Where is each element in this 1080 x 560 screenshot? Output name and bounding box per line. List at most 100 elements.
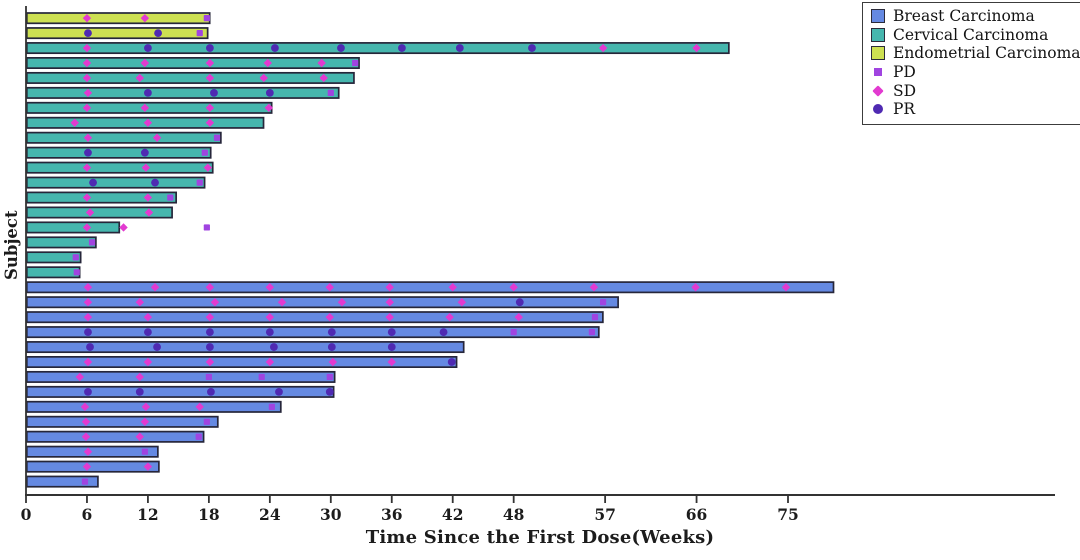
sd-marker xyxy=(205,312,215,322)
swimmer-bar-16 xyxy=(25,236,97,249)
pr-marker xyxy=(144,44,152,52)
pd-marker xyxy=(81,478,89,485)
pr-marker xyxy=(84,148,92,157)
pd-marker xyxy=(352,59,359,67)
swimmer-bar-28 xyxy=(25,415,219,428)
sd-marker xyxy=(328,357,338,367)
pd-marker xyxy=(588,329,596,336)
swimmer-bar-17 xyxy=(25,251,82,264)
sd-marker xyxy=(83,283,93,292)
sd-marker xyxy=(319,73,328,83)
pr-marker xyxy=(84,328,92,336)
sd-marker xyxy=(82,58,92,68)
sd-marker xyxy=(81,417,91,426)
pd-marker xyxy=(195,433,202,440)
sd-marker xyxy=(135,298,144,307)
x-tick-label: 57 xyxy=(594,505,616,524)
sd-marker xyxy=(509,283,518,292)
sd-marker xyxy=(82,462,92,471)
pd-marker xyxy=(599,299,607,306)
sd-marker xyxy=(210,298,220,307)
pr-marker xyxy=(153,343,161,351)
swimmer-bar-2 xyxy=(25,27,209,40)
pr-marker xyxy=(528,44,536,52)
swimmer-bar-1 xyxy=(25,12,211,25)
legend-item-endometrial: Endometrial Carcinoma xyxy=(871,44,1080,63)
pd-marker xyxy=(326,373,333,381)
sd-marker xyxy=(143,118,153,127)
pr-marker xyxy=(337,44,345,52)
sd-marker xyxy=(385,298,394,307)
sd-marker xyxy=(82,223,92,232)
pd-marker xyxy=(141,448,148,455)
pr-marker xyxy=(151,178,159,187)
sd-marker xyxy=(152,133,162,142)
sd-marker xyxy=(317,58,326,68)
sd-marker xyxy=(457,298,467,307)
x-tick-label: 36 xyxy=(381,505,403,524)
pd-marker xyxy=(258,373,265,381)
pr-marker xyxy=(84,388,92,396)
sd-marker xyxy=(692,43,701,53)
sd-marker xyxy=(80,402,90,412)
x-axis-title: Time Since the First Dose(Weeks) xyxy=(365,527,715,548)
sd-marker xyxy=(448,283,457,292)
swimmer-bar-13 xyxy=(25,191,178,204)
legend-label: Breast Carcinoma xyxy=(893,7,1035,26)
sd-marker xyxy=(265,283,275,292)
pd-marker xyxy=(72,254,79,261)
pd-marker xyxy=(203,224,210,231)
swimmer-bar-29 xyxy=(25,430,205,443)
sd-marker xyxy=(325,312,334,322)
swimmer-bar-18 xyxy=(25,266,81,279)
sd-marker xyxy=(143,357,153,367)
sd-marker xyxy=(325,283,334,292)
swimmer-bar-30 xyxy=(25,445,159,458)
sd-marker xyxy=(85,208,95,217)
sd-marker xyxy=(205,118,215,127)
sd-marker xyxy=(82,13,92,23)
legend-label: Endometrial Carcinoma xyxy=(893,44,1080,63)
breast-swatch xyxy=(871,9,885,24)
sd-marker xyxy=(337,298,347,307)
sd-marker xyxy=(83,312,93,322)
sd-marker xyxy=(598,43,608,53)
swimmer-bar-9 xyxy=(25,131,222,144)
sd-marker xyxy=(83,357,93,367)
legend-item-pd: PD xyxy=(871,63,1080,82)
swimmer-bar-27 xyxy=(25,400,282,413)
legend-item-breast: Breast Carcinoma xyxy=(871,7,1080,26)
sd-marker xyxy=(75,372,85,382)
sd-marker xyxy=(205,357,215,367)
pr-marker xyxy=(327,328,336,336)
sd-marker xyxy=(150,283,160,292)
x-tick-label: 18 xyxy=(198,505,220,524)
pd-marker xyxy=(88,239,96,246)
sd-marker xyxy=(143,312,153,322)
sd-marker xyxy=(83,298,93,307)
sd-marker xyxy=(83,133,93,142)
swimmer-bar-7 xyxy=(25,101,273,114)
pd-marker xyxy=(510,329,517,336)
x-tick-label: 75 xyxy=(777,505,799,524)
swimmer-bar-12 xyxy=(25,176,206,189)
sd-marker xyxy=(140,13,150,23)
sd-marker xyxy=(135,73,144,83)
sd-marker xyxy=(589,283,599,292)
pr-marker xyxy=(455,44,464,52)
sd-marker xyxy=(277,298,287,307)
sd-marker xyxy=(141,402,151,412)
sd-marker xyxy=(140,103,150,113)
sd-marker xyxy=(70,118,79,127)
pd-marker xyxy=(201,149,208,156)
legend-label: PD xyxy=(893,63,916,82)
swimmer-bar-4 xyxy=(25,56,360,69)
sd-marker xyxy=(82,163,92,172)
sd-marker xyxy=(82,43,92,53)
swimmer-bar-5 xyxy=(25,71,355,84)
swimmer-bar-26 xyxy=(25,385,335,398)
legend: Breast Carcinoma Cervical Carcinoma Endome… xyxy=(862,2,1080,125)
pr-marker xyxy=(447,358,456,366)
sd-marker xyxy=(691,283,700,292)
